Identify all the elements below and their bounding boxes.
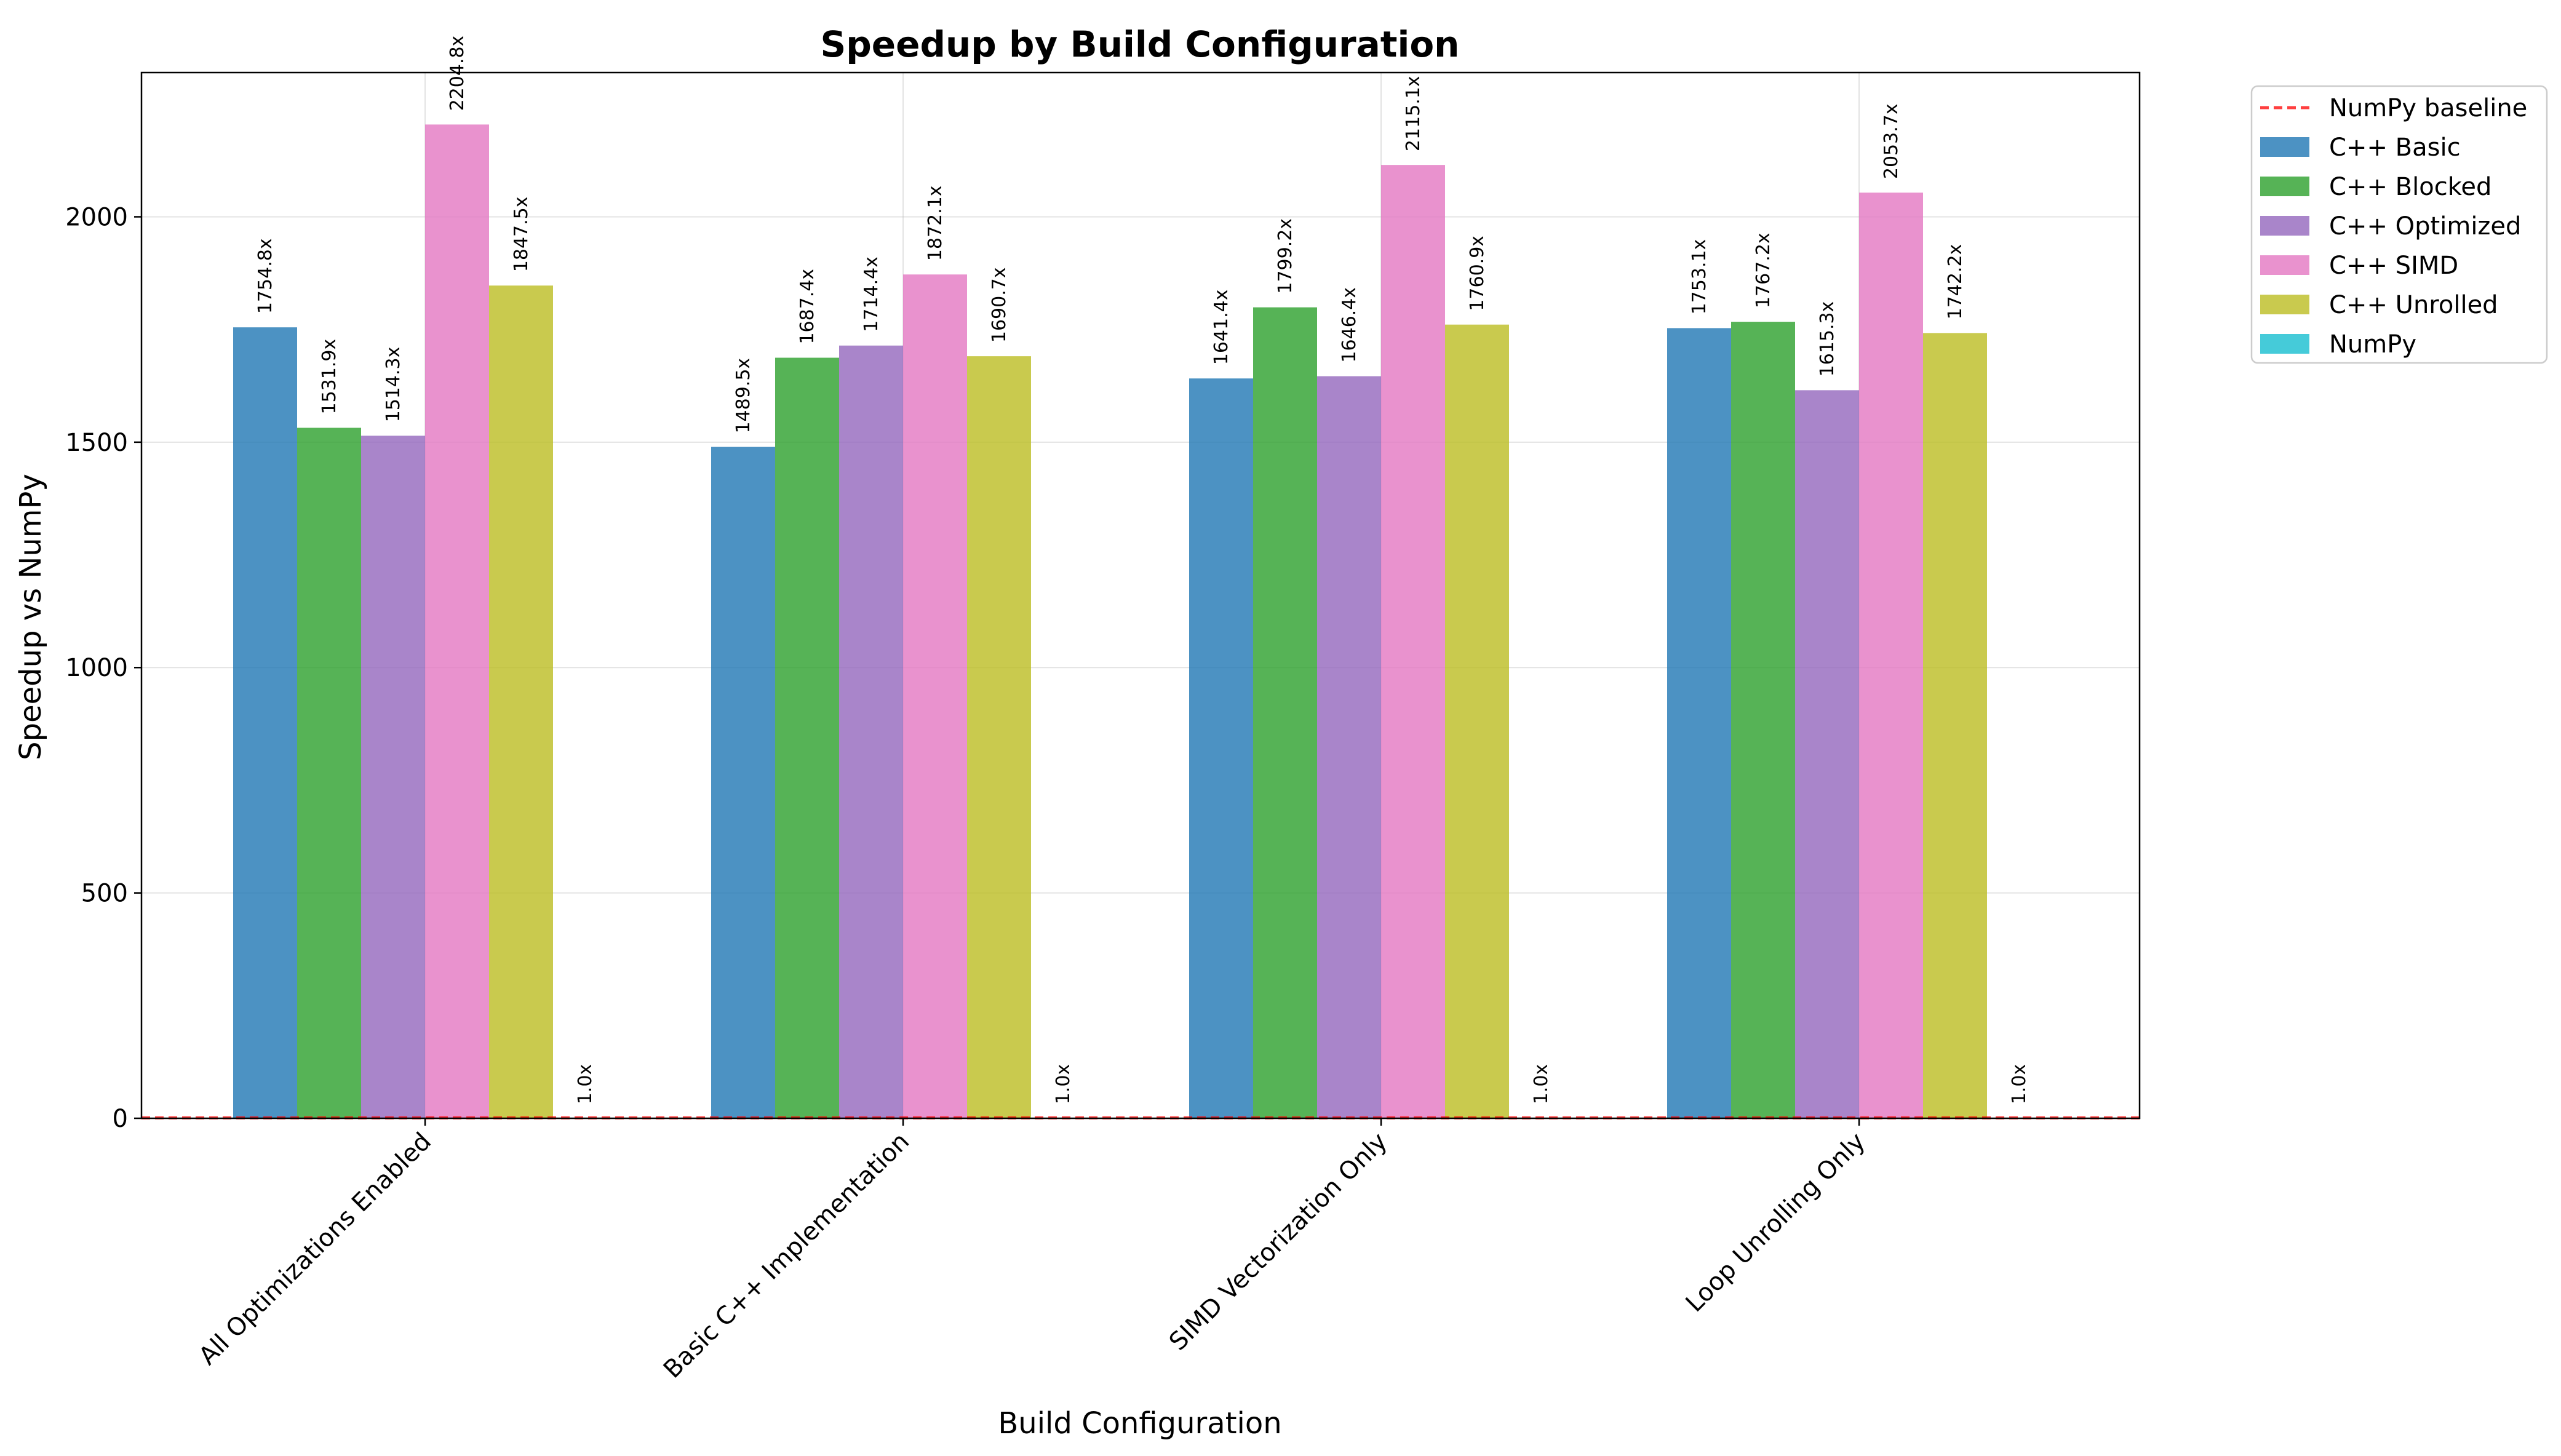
bar-c-unrolled (1445, 324, 1509, 1119)
bar-c-blocked (775, 357, 839, 1118)
bar-labels-layer: 1754.8x 1531.9x 1514.3x 2204.8x 1847.5x 1.0x 1… (255, 36, 2030, 1105)
chart-title: Speedup by Build Configuration (821, 23, 1460, 65)
bar-c-optimized (839, 345, 903, 1119)
bar-value-label: 1760.9x (1467, 236, 1488, 311)
bar-value-label: 1847.5x (511, 196, 532, 272)
legend-swatch-c-basic (2260, 137, 2309, 157)
bar-c-blocked (1253, 307, 1317, 1118)
x-axis-title: Build Configuration (998, 1406, 1281, 1441)
y-tick-label: 1500 (65, 429, 128, 457)
bar-c-basic (1667, 328, 1731, 1118)
bar-value-label: 1646.4x (1339, 287, 1360, 363)
y-tick-label: 500 (81, 880, 128, 908)
y-tick-label: 0 (113, 1105, 128, 1133)
bar-value-label: 1872.1x (925, 185, 946, 261)
bar-c-unrolled (967, 356, 1031, 1118)
legend-label-numpy: NumPy (2329, 330, 2416, 359)
bar-value-label: 1.0x (575, 1064, 596, 1104)
bar-value-label: 1.0x (1053, 1064, 1074, 1104)
bar-c-unrolled (1923, 333, 1987, 1118)
y-tick-label: 2000 (65, 203, 128, 231)
bar-c-simd (425, 124, 489, 1118)
bar-value-label: 1754.8x (255, 238, 276, 314)
y-axis-title: Speedup vs NumPy (14, 474, 48, 760)
bar-value-label: 1767.2x (1753, 233, 1774, 308)
legend-swatch-c-blocked (2260, 177, 2309, 196)
legend-label-c-unrolled: C++ Unrolled (2329, 291, 2498, 319)
legend-label-c-optimized: C++ Optimized (2329, 212, 2521, 241)
bar-value-label: 1690.7x (989, 267, 1010, 343)
legend-label-c-blocked: C++ Blocked (2329, 173, 2491, 201)
bar-value-label: 1687.4x (797, 269, 818, 344)
bar-c-basic (711, 447, 775, 1118)
bar-value-label: 1714.4x (861, 257, 882, 332)
legend-swatch-c-simd (2260, 255, 2309, 275)
bar-value-label: 2204.8x (447, 36, 468, 111)
bar-c-basic (233, 327, 297, 1118)
bar-value-label: 1514.3x (383, 347, 404, 423)
bar-value-label: 1615.3x (1817, 301, 1838, 377)
bar-c-simd (1859, 193, 1923, 1119)
bar-value-label: 1742.2x (1945, 244, 1966, 320)
legend-swatch-c-optimized (2260, 216, 2309, 236)
bar-c-unrolled (489, 285, 553, 1118)
legend-items: C++ Basic C++ Blocked C++ Optimized C++ SIM… (2260, 133, 2521, 359)
legend-swatch-numpy (2260, 334, 2309, 354)
bar-c-blocked (1731, 322, 1795, 1118)
y-axis: 0 500 1000 1500 2000 (65, 203, 141, 1133)
bar-c-optimized (361, 436, 425, 1119)
bar-c-basic (1189, 378, 1253, 1118)
legend-swatch-c-unrolled (2260, 295, 2309, 314)
bar-c-simd (903, 274, 967, 1118)
legend-box (2250, 85, 2548, 364)
bar-value-label: 1489.5x (733, 358, 754, 434)
bar-value-label: 2053.7x (1881, 103, 1902, 179)
legend-label-c-simd: C++ SIMD (2329, 252, 2458, 280)
bar-c-blocked (297, 428, 361, 1118)
bar-value-label: 1799.2x (1275, 218, 1296, 294)
plot-frame (140, 71, 2141, 1120)
y-tick-label: 1000 (65, 654, 128, 682)
bar-value-label: 1.0x (2009, 1064, 2030, 1104)
bar-c-simd (1381, 165, 1445, 1119)
legend-label-numpy-baseline: NumPy baseline (2329, 94, 2527, 122)
bar-value-label: 1641.4x (1211, 290, 1232, 365)
legend: NumPy baseline C++ Basic C++ Blocked C++ O… (2250, 85, 2548, 364)
bars-layer (233, 124, 2051, 1119)
legend-label-c-basic: C++ Basic (2329, 133, 2461, 162)
bar-value-label: 1.0x (1531, 1064, 1552, 1104)
bar-value-label: 1753.1x (1689, 239, 1710, 315)
bar-c-optimized (1317, 376, 1381, 1118)
bar-c-optimized (1795, 390, 1859, 1118)
bar-value-label: 1531.9x (319, 339, 340, 415)
bar-value-label: 2115.1x (1403, 76, 1424, 151)
